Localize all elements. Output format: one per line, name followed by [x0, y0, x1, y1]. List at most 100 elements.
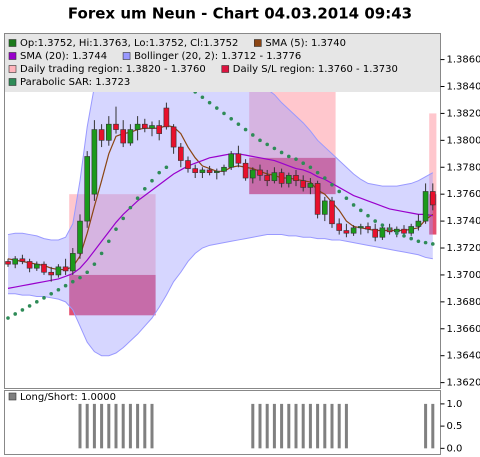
sar-dot	[301, 161, 306, 166]
legend-swatch	[8, 65, 17, 73]
long-short-bar	[143, 403, 147, 449]
sar-dot	[330, 182, 334, 187]
candle-body	[415, 220, 422, 227]
sar-dot	[200, 95, 205, 100]
long-short-bar	[92, 403, 96, 449]
candle-body	[314, 183, 321, 215]
long-short-bar	[323, 403, 327, 449]
candle-body	[26, 261, 33, 269]
y-tick-label: 1.3780	[447, 162, 480, 173]
candle-body	[55, 266, 62, 276]
region	[429, 194, 437, 235]
sar-dot	[272, 146, 277, 151]
legend-swatch	[254, 39, 262, 47]
y-tick-label: 1.3760	[447, 189, 480, 200]
long-short-bar	[308, 403, 312, 449]
candle-body	[106, 123, 112, 141]
candle-body	[408, 226, 415, 234]
long-short-bar	[330, 403, 334, 449]
legend-label: Daily S/L region: 1.3760 - 1.3730	[233, 64, 398, 75]
y-tick-label: 1.3740	[447, 216, 480, 227]
bollinger-lower	[8, 234, 433, 357]
candle-body	[336, 223, 343, 231]
long-short-bar	[431, 403, 435, 449]
sar-dot	[114, 227, 118, 231]
sar-dot	[135, 196, 140, 201]
region	[69, 274, 156, 316]
candle-body	[228, 153, 234, 168]
y-tick-label: 1.3820	[447, 108, 480, 119]
sar-dot	[49, 291, 53, 296]
candle-body	[113, 123, 119, 130]
long-short-bar	[150, 403, 154, 449]
long-short-bar	[280, 403, 284, 449]
sar-dot	[99, 251, 104, 256]
legend-swatch	[221, 65, 230, 73]
candle-body	[70, 253, 76, 272]
candle-body	[271, 172, 278, 182]
sar-dot	[164, 165, 169, 170]
candle-body	[134, 123, 141, 130]
candle-body	[41, 263, 47, 273]
long-short-bar	[251, 403, 255, 449]
candle-body	[300, 180, 307, 188]
long-short-bar	[114, 403, 118, 449]
sar-dot	[78, 275, 82, 280]
candle-body	[221, 166, 227, 172]
sar-dot	[315, 170, 320, 175]
sar-dot	[20, 308, 25, 312]
candle-body	[422, 191, 429, 222]
sar-dot	[279, 150, 284, 155]
candle-body	[206, 169, 213, 173]
sar-dot	[308, 165, 313, 170]
legend-label: SMA (5): 1.3740	[265, 38, 346, 49]
sar-dot	[243, 127, 248, 132]
region	[249, 157, 336, 195]
candle-body	[235, 153, 242, 164]
candle-body	[257, 169, 263, 176]
sar-dot	[92, 262, 97, 266]
sar-dot	[380, 223, 385, 227]
candle-body	[343, 230, 350, 234]
sar-dot	[395, 231, 399, 236]
candle-body	[62, 266, 69, 272]
sar-dot	[143, 186, 147, 191]
sar-dot	[423, 240, 428, 245]
sar-dot	[207, 100, 212, 105]
candle-body	[401, 228, 407, 234]
sar-dot	[294, 157, 298, 161]
sar-dot	[351, 203, 356, 207]
candle-body	[120, 129, 126, 144]
candle-body	[156, 125, 162, 134]
candle-body	[185, 160, 191, 169]
long-short-bar	[128, 403, 132, 449]
y-tick-label: 1.3840	[447, 81, 480, 92]
y-tick-label: 1.3620	[447, 378, 480, 389]
legend-box	[5, 34, 440, 92]
candle-body	[170, 126, 177, 148]
long-short-bar	[121, 403, 125, 449]
sub-y-tick-label: 0.5	[447, 421, 463, 432]
long-short-bar	[85, 403, 89, 449]
long-short-bar	[287, 403, 291, 449]
candle-body	[357, 226, 364, 229]
long-short-bar	[78, 403, 82, 449]
line	[7, 153, 433, 289]
y-tick-label: 1.3680	[447, 297, 480, 308]
long-short-bar	[424, 403, 428, 449]
legend-swatch	[8, 39, 17, 47]
region	[429, 113, 437, 195]
candle-body	[5, 261, 11, 265]
sar-dot	[366, 213, 370, 218]
long-short-bar	[272, 403, 276, 449]
candle-body	[379, 227, 386, 238]
sar-dot	[150, 178, 154, 183]
candle-body	[149, 125, 155, 129]
bollinger-band	[8, 42, 433, 356]
y-tick-label: 1.3800	[447, 135, 480, 146]
long-short-bar	[294, 403, 298, 449]
sub-plot: Long/Short: 1.0000	[8, 392, 435, 449]
candle-body	[250, 169, 256, 179]
long-short-bar	[337, 403, 341, 449]
